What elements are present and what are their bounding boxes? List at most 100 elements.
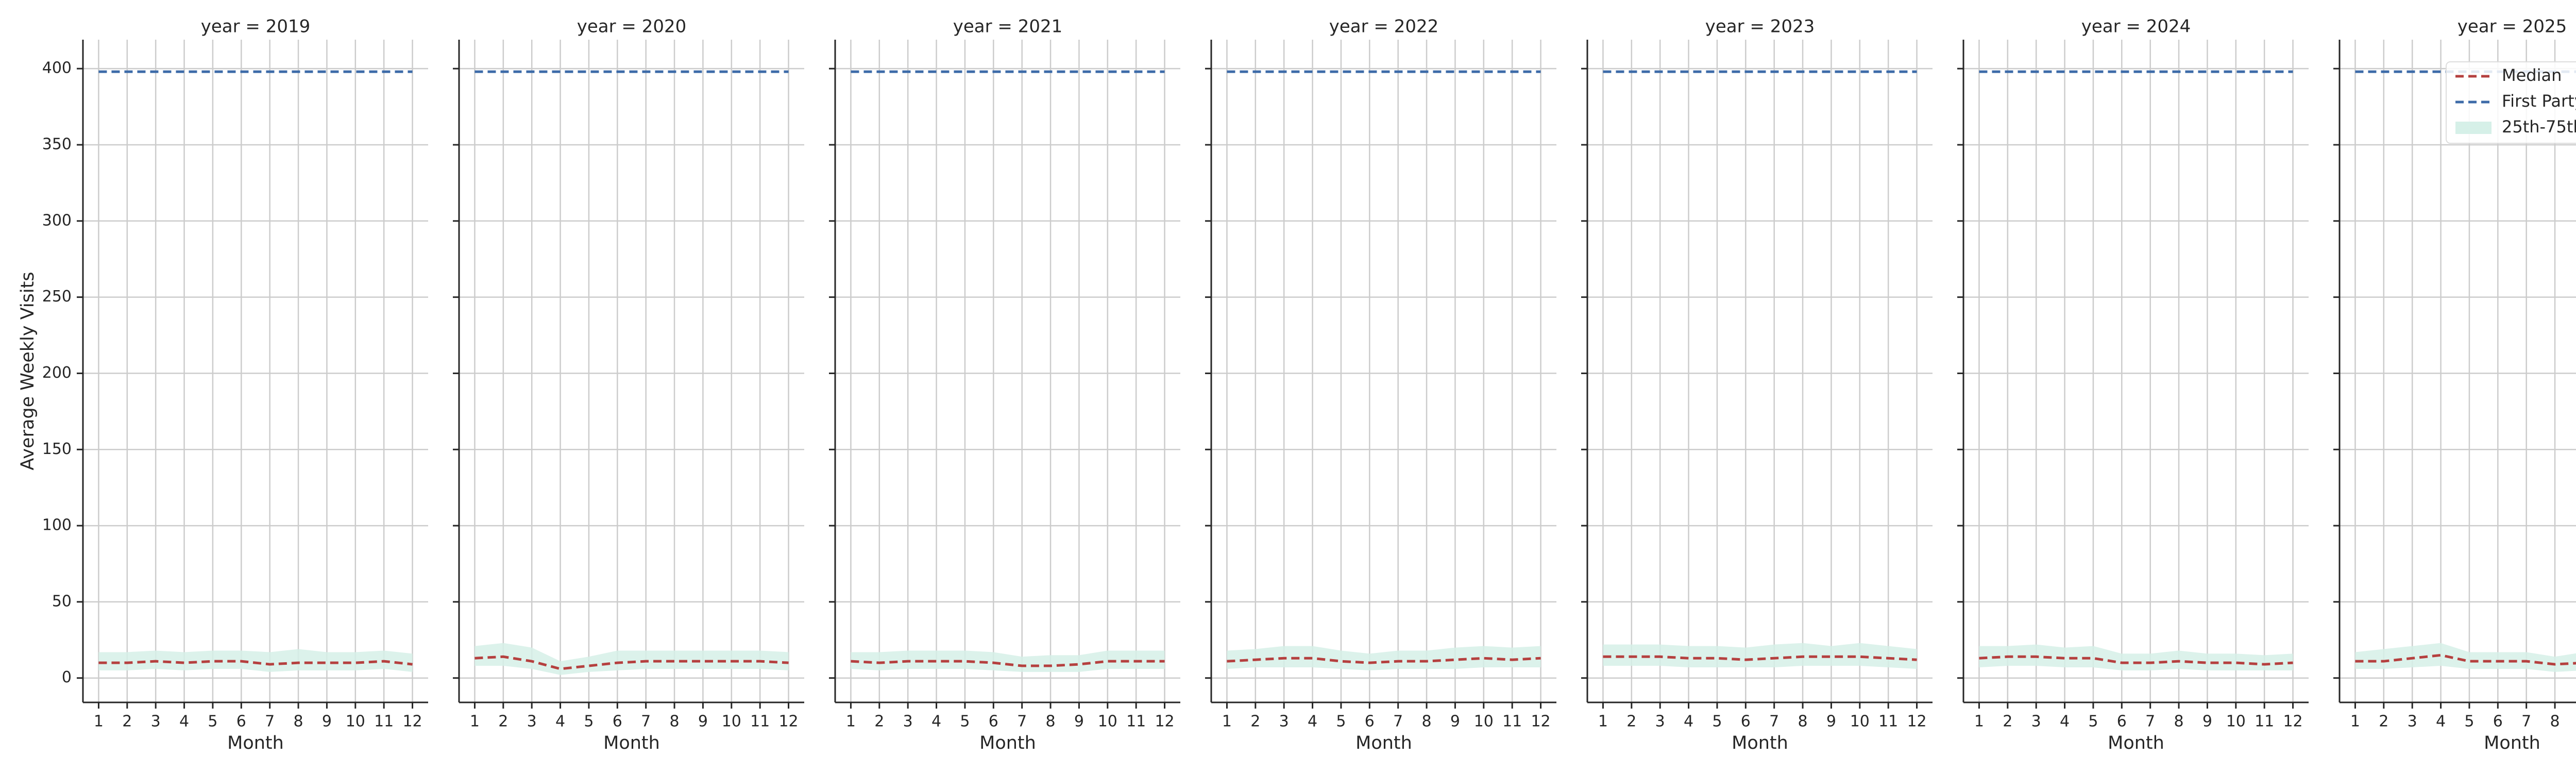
x-tick-label: 9 xyxy=(1450,713,1460,731)
x-tick-label: 2 xyxy=(2003,713,2012,731)
y-tick-label: 150 xyxy=(42,440,72,458)
legend: Median First Party Median 25th-75th Percen… xyxy=(2446,61,2576,144)
x-tick-label: 2 xyxy=(1250,713,1260,731)
legend-label: Median xyxy=(2502,65,2562,85)
x-tick-label: 1 xyxy=(1222,713,1232,731)
x-axis-label: Month xyxy=(1732,733,1788,753)
x-tick-label: 11 xyxy=(374,713,394,731)
x-tick-label: 2 xyxy=(1626,713,1636,731)
series-line xyxy=(1603,655,1917,661)
x-tick-label: 2 xyxy=(2379,713,2388,731)
x-tick-label: 11 xyxy=(2255,713,2274,731)
panel-title: year = 2019 xyxy=(201,16,310,37)
x-tick-label: 6 xyxy=(2493,713,2503,731)
x-tick-label: 3 xyxy=(1655,713,1665,731)
percentile-band xyxy=(1979,644,2293,670)
x-tick-label: 3 xyxy=(2031,713,2041,731)
y-tick-label: 350 xyxy=(42,135,72,153)
x-tick-label: 3 xyxy=(1279,713,1289,731)
x-tick-label: 11 xyxy=(1126,713,1146,731)
panel-title: year = 2020 xyxy=(577,16,686,37)
x-tick-label: 10 xyxy=(1098,713,1117,731)
series-line xyxy=(1227,657,1541,664)
y-tick-label: 0 xyxy=(62,668,72,686)
series-line xyxy=(98,660,413,666)
x-tick-label: 10 xyxy=(2226,713,2246,731)
x-tick-label: 12 xyxy=(778,713,798,731)
series-line xyxy=(2355,653,2576,666)
series-line xyxy=(1979,655,2293,666)
x-tick-label: 6 xyxy=(236,713,246,731)
x-tick-label: 3 xyxy=(903,713,913,731)
percentile-band xyxy=(2355,643,2576,672)
x-tick-label: 7 xyxy=(265,713,275,731)
x-tick-label: 9 xyxy=(322,713,332,731)
y-tick-label: 400 xyxy=(42,59,72,77)
y-tick-label: 300 xyxy=(42,211,72,229)
x-tick-label: 11 xyxy=(1878,713,1898,731)
x-tick-label: 4 xyxy=(931,713,941,731)
x-tick-label: 11 xyxy=(1502,713,1522,731)
x-tick-label: 7 xyxy=(1769,713,1779,731)
x-tick-label: 8 xyxy=(1798,713,1808,731)
x-tick-label: 7 xyxy=(1393,713,1403,731)
x-tick-label: 4 xyxy=(1684,713,1693,731)
x-tick-label: 6 xyxy=(613,713,622,731)
x-tick-label: 9 xyxy=(1074,713,1084,731)
percentile-band xyxy=(851,650,1165,672)
x-axis-label: Month xyxy=(2484,733,2540,753)
x-tick-label: 1 xyxy=(470,713,480,731)
panel-title: year = 2024 xyxy=(2081,16,2191,37)
series-line xyxy=(474,655,789,670)
x-tick-label: 1 xyxy=(846,713,856,731)
x-tick-label: 10 xyxy=(1474,713,1494,731)
x-tick-label: 9 xyxy=(2202,713,2212,731)
x-tick-label: 4 xyxy=(2436,713,2446,731)
legend-swatch xyxy=(2455,122,2492,134)
panel-title: year = 2021 xyxy=(953,16,1062,37)
y-tick-label: 50 xyxy=(52,592,72,610)
x-tick-label: 2 xyxy=(498,713,508,731)
x-axis-label: Month xyxy=(2108,733,2164,753)
x-tick-label: 4 xyxy=(179,713,189,731)
percentile-band xyxy=(1603,643,1917,669)
x-tick-label: 8 xyxy=(670,713,680,731)
x-tick-label: 3 xyxy=(2408,713,2417,731)
x-tick-label: 5 xyxy=(960,713,970,731)
x-tick-label: 1 xyxy=(2350,713,2360,731)
x-tick-label: 4 xyxy=(555,713,565,731)
x-tick-label: 1 xyxy=(1598,713,1608,731)
x-tick-label: 12 xyxy=(1155,713,1174,731)
x-tick-label: 6 xyxy=(1365,713,1375,731)
x-tick-label: 8 xyxy=(294,713,303,731)
x-tick-label: 5 xyxy=(2088,713,2098,731)
x-tick-label: 3 xyxy=(151,713,161,731)
x-tick-label: 8 xyxy=(1046,713,1056,731)
x-tick-label: 12 xyxy=(1531,713,1550,731)
x-tick-label: 10 xyxy=(722,713,741,731)
series-line xyxy=(851,660,1165,667)
legend-label: First Party Median xyxy=(2502,91,2576,111)
y-tick-label: 200 xyxy=(42,364,72,382)
x-tick-label: 12 xyxy=(1907,713,1926,731)
x-tick-label: 5 xyxy=(584,713,594,731)
x-tick-label: 3 xyxy=(527,713,537,731)
x-tick-label: 5 xyxy=(208,713,217,731)
x-tick-label: 4 xyxy=(2060,713,2070,731)
x-tick-label: 8 xyxy=(1422,713,1432,731)
x-tick-label: 8 xyxy=(2550,713,2560,731)
x-axis-label: Month xyxy=(979,733,1036,753)
x-tick-label: 10 xyxy=(1850,713,1870,731)
x-axis-label: Month xyxy=(1355,733,1412,753)
legend-label: 25th-75th Percentile xyxy=(2502,117,2576,137)
x-axis-label: Month xyxy=(603,733,660,753)
x-tick-label: 2 xyxy=(874,713,884,731)
x-tick-label: 7 xyxy=(2145,713,2155,731)
x-tick-label: 7 xyxy=(2521,713,2531,731)
x-tick-label: 5 xyxy=(1336,713,1346,731)
y-axis-label: Average Weekly Visits xyxy=(18,272,38,470)
x-tick-label: 2 xyxy=(122,713,132,731)
panel-title: year = 2025 xyxy=(2458,16,2567,37)
x-tick-label: 12 xyxy=(2283,713,2302,731)
